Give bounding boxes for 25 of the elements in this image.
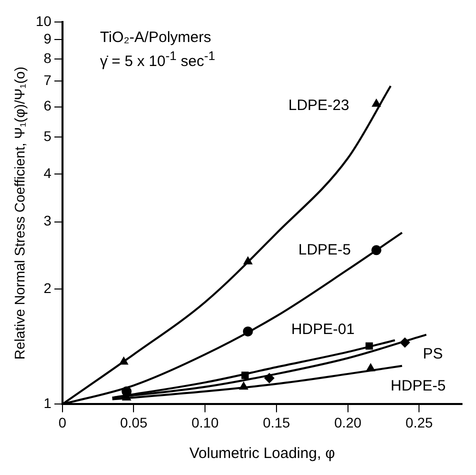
y-axis-title: Relative Normal Stress Coefficient, Ψ₁(φ)/Ψ₁(o) xyxy=(11,66,28,360)
x-tick-label: 0.10 xyxy=(191,414,219,430)
y-tick-label: 10 xyxy=(36,12,52,29)
annotation: γ̇ = 5 x 10$^{-1}$ sec$^{-1}$ xyxy=(100,48,216,71)
x-tick-label: 0.25 xyxy=(406,414,434,430)
x-tick-label: 0.05 xyxy=(120,414,148,430)
x-tick-label: 0.15 xyxy=(262,414,290,430)
y-tick-label: 1 xyxy=(44,395,52,412)
series-label: LDPE-5 xyxy=(298,241,351,258)
y-tick-label: 3 xyxy=(44,212,52,229)
series-label: HDPE-01 xyxy=(291,321,355,338)
annotation: TiO₂-A/Polymers xyxy=(100,28,212,47)
series-label: HDPE-5 xyxy=(390,378,446,395)
x-tick-label: 0.20 xyxy=(334,414,362,430)
y-tick-label: 4 xyxy=(44,164,52,181)
y-tick-label: 5 xyxy=(44,128,52,144)
x-axis-title: Volumetric Loading, φ xyxy=(189,445,336,462)
series-label: PS xyxy=(422,346,443,363)
x-tick-label: 0 xyxy=(58,414,66,430)
y-tick-label: 6 xyxy=(44,98,52,114)
series-label: LDPE-23 xyxy=(288,97,350,114)
y-tick-label: 7 xyxy=(44,72,52,88)
y-tick-label: 8 xyxy=(44,50,52,66)
y-tick-label: 2 xyxy=(44,280,52,296)
y-tick-label: 9 xyxy=(44,30,52,46)
